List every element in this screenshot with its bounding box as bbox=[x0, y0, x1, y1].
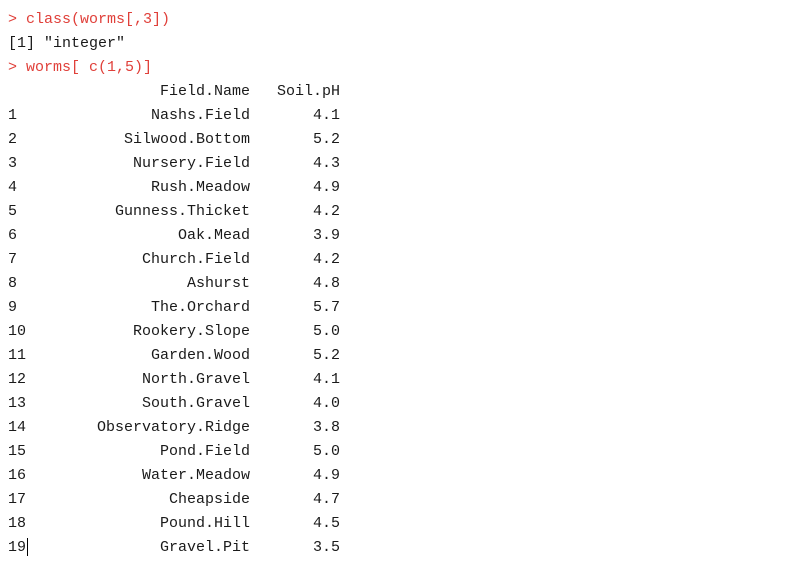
row-index: 10 bbox=[8, 323, 27, 340]
field-name-cell: Garden.Wood bbox=[150, 347, 250, 364]
table-row: 8 Ashurst 4.8 bbox=[8, 272, 778, 296]
table-row: 5 Gunness.Thicket 4.2 bbox=[8, 200, 778, 224]
field-name-cell: Ashurst bbox=[186, 275, 250, 292]
soil-ph-cell: 4.1 bbox=[312, 371, 340, 388]
field-name-cell: Gravel.Pit bbox=[159, 539, 250, 556]
row-index: 16 bbox=[8, 467, 27, 484]
row-index: 6 bbox=[8, 227, 18, 244]
output-line-1: [1] "integer" bbox=[8, 35, 126, 52]
field-name-cell: Cheapside bbox=[168, 491, 250, 508]
field-name-cell: South.Gravel bbox=[141, 395, 250, 412]
command-line-1: > class(worms[,3]) bbox=[8, 8, 778, 32]
table-row: 12 North.Gravel 4.1 bbox=[8, 368, 778, 392]
prompt: > bbox=[8, 11, 18, 28]
soil-ph-cell: 4.9 bbox=[312, 467, 340, 484]
table-row: 9 The.Orchard 5.7 bbox=[8, 296, 778, 320]
column-header-field-name: Field.Name bbox=[159, 83, 250, 100]
soil-ph-cell: 4.2 bbox=[312, 203, 340, 220]
table-row: 14 Observatory.Ridge 3.8 bbox=[8, 416, 778, 440]
table-row: 18 Pound.Hill 4.5 bbox=[8, 512, 778, 536]
table-row: 10 Rookery.Slope 5.0 bbox=[8, 320, 778, 344]
field-name-cell: The.Orchard bbox=[150, 299, 250, 316]
row-index: 11 bbox=[8, 347, 27, 364]
table-row: 6 Oak.Mead 3.9 bbox=[8, 224, 778, 248]
field-name-cell: North.Gravel bbox=[141, 371, 250, 388]
table-row: 11 Garden.Wood 5.2 bbox=[8, 344, 778, 368]
table-header: Field.Name Soil.pH bbox=[8, 80, 778, 104]
table-row: 19 Gravel.Pit 3.5 bbox=[8, 536, 778, 560]
command-text: worms[ c(1,5)] bbox=[26, 59, 153, 76]
table-row: 7 Church.Field 4.2 bbox=[8, 248, 778, 272]
soil-ph-cell: 5.2 bbox=[312, 131, 340, 148]
field-name-cell: Nashs.Field bbox=[150, 107, 250, 124]
table-row: 1 Nashs.Field 4.1 bbox=[8, 104, 778, 128]
field-name-cell: Rush.Meadow bbox=[150, 179, 250, 196]
row-index: 2 bbox=[8, 131, 18, 148]
row-index: 7 bbox=[8, 251, 18, 268]
table-row: 13 South.Gravel 4.0 bbox=[8, 392, 778, 416]
row-index: 19 bbox=[8, 538, 29, 557]
text-cursor bbox=[27, 538, 29, 557]
row-index: 4 bbox=[8, 179, 18, 196]
field-name-cell: Observatory.Ridge bbox=[96, 419, 250, 436]
prompt: > bbox=[8, 59, 18, 76]
row-index: 15 bbox=[8, 443, 27, 460]
row-index: 12 bbox=[8, 371, 27, 388]
table-body: 1 Nashs.Field 4.1 2 Silwood.Bottom 5.2 3 Nurser… bbox=[8, 104, 778, 560]
row-index: 13 bbox=[8, 395, 27, 412]
soil-ph-cell: 3.5 bbox=[312, 539, 340, 556]
row-index: 14 bbox=[8, 419, 27, 436]
soil-ph-cell: 4.0 bbox=[312, 395, 340, 412]
row-index-header bbox=[8, 80, 44, 104]
row-index: 1 bbox=[8, 107, 18, 124]
r-console[interactable]: > class(worms[,3]) [1] "integer" > worms… bbox=[8, 8, 778, 560]
soil-ph-cell: 3.8 bbox=[312, 419, 340, 436]
command-line-2: > worms[ c(1,5)] bbox=[8, 56, 778, 80]
table-row: 17 Cheapside 4.7 bbox=[8, 488, 778, 512]
field-name-cell: Gunness.Thicket bbox=[114, 203, 250, 220]
field-name-cell: Rookery.Slope bbox=[132, 323, 250, 340]
row-index: 18 bbox=[8, 515, 27, 532]
table-row: 4 Rush.Meadow 4.9 bbox=[8, 176, 778, 200]
table-row: 3 Nursery.Field 4.3 bbox=[8, 152, 778, 176]
soil-ph-cell: 4.5 bbox=[312, 515, 340, 532]
row-index: 5 bbox=[8, 203, 18, 220]
table-row: 15 Pond.Field 5.0 bbox=[8, 440, 778, 464]
table-row: 16 Water.Meadow 4.9 bbox=[8, 464, 778, 488]
soil-ph-cell: 4.9 bbox=[312, 179, 340, 196]
field-name-cell: Church.Field bbox=[141, 251, 250, 268]
field-name-cell: Oak.Mead bbox=[177, 227, 250, 244]
field-name-cell: Water.Meadow bbox=[141, 467, 250, 484]
soil-ph-cell: 4.3 bbox=[312, 155, 340, 172]
soil-ph-cell: 5.7 bbox=[312, 299, 340, 316]
row-index: 3 bbox=[8, 155, 18, 172]
field-name-cell: Silwood.Bottom bbox=[123, 131, 250, 148]
row-index: 17 bbox=[8, 491, 27, 508]
soil-ph-cell: 5.0 bbox=[312, 443, 340, 460]
soil-ph-cell: 5.2 bbox=[312, 347, 340, 364]
row-index: 9 bbox=[8, 299, 18, 316]
soil-ph-cell: 5.0 bbox=[312, 323, 340, 340]
soil-ph-cell: 4.2 bbox=[312, 251, 340, 268]
field-name-cell: Pound.Hill bbox=[159, 515, 250, 532]
soil-ph-cell: 4.1 bbox=[312, 107, 340, 124]
soil-ph-cell: 3.9 bbox=[312, 227, 340, 244]
row-index: 8 bbox=[8, 275, 18, 292]
command-text: class(worms[,3]) bbox=[26, 11, 171, 28]
field-name-cell: Pond.Field bbox=[159, 443, 250, 460]
table-row: 2 Silwood.Bottom 5.2 bbox=[8, 128, 778, 152]
soil-ph-cell: 4.7 bbox=[312, 491, 340, 508]
soil-ph-cell: 4.8 bbox=[312, 275, 340, 292]
field-name-cell: Nursery.Field bbox=[132, 155, 250, 172]
column-header-soil-ph: Soil.pH bbox=[276, 83, 340, 100]
